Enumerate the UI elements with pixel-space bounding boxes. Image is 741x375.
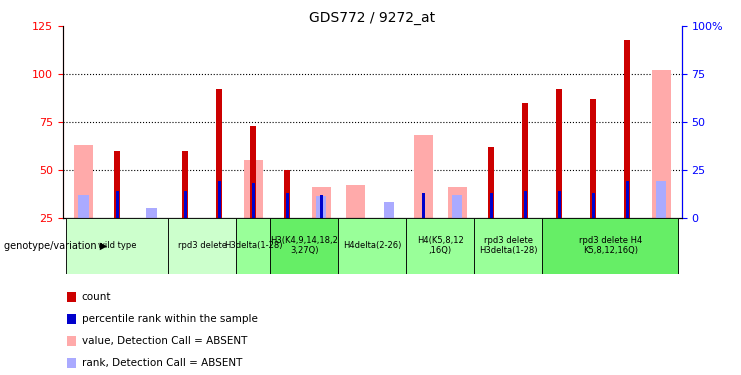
Bar: [522, 103, 528, 218]
Bar: [508, 217, 542, 274]
Bar: [316, 196, 327, 217]
Bar: [440, 217, 474, 274]
Bar: [558, 191, 561, 217]
Bar: [134, 217, 168, 274]
Bar: [645, 217, 678, 274]
Text: H3delta(1-28): H3delta(1-28): [224, 241, 282, 250]
Bar: [67, 217, 100, 274]
Bar: [270, 217, 305, 274]
Bar: [146, 208, 156, 218]
Bar: [474, 217, 508, 274]
Text: value, Detection Call = ABSENT: value, Detection Call = ABSENT: [82, 336, 247, 346]
Bar: [67, 292, 76, 302]
Bar: [285, 170, 290, 217]
Bar: [652, 70, 671, 217]
Bar: [168, 217, 202, 274]
Bar: [184, 191, 187, 217]
Bar: [339, 217, 372, 274]
Title: GDS772 / 9272_at: GDS772 / 9272_at: [309, 11, 436, 25]
Bar: [372, 217, 406, 274]
Bar: [319, 195, 323, 217]
Text: percentile rank within the sample: percentile rank within the sample: [82, 314, 257, 324]
Bar: [244, 160, 263, 218]
Bar: [236, 217, 270, 274]
Text: rpd3 delete: rpd3 delete: [178, 241, 227, 250]
Bar: [625, 181, 629, 218]
Bar: [488, 147, 494, 218]
Bar: [312, 187, 330, 218]
Bar: [422, 193, 425, 217]
Text: wild type: wild type: [98, 241, 136, 250]
Bar: [67, 358, 76, 368]
Bar: [474, 217, 542, 274]
Bar: [406, 217, 474, 274]
Bar: [556, 89, 562, 218]
Bar: [202, 217, 236, 274]
Bar: [236, 217, 270, 274]
Bar: [168, 217, 236, 274]
Bar: [406, 217, 440, 274]
Bar: [385, 202, 394, 217]
Bar: [611, 217, 645, 274]
Text: rank, Detection Call = ABSENT: rank, Detection Call = ABSENT: [82, 358, 242, 368]
Bar: [270, 217, 339, 274]
Bar: [218, 181, 221, 218]
Text: H3(K4,9,14,18,2
3,27Q): H3(K4,9,14,18,2 3,27Q): [270, 236, 339, 255]
Text: H4(K5,8,12
,16Q): H4(K5,8,12 ,16Q): [417, 236, 464, 255]
Bar: [114, 150, 121, 217]
Text: rpd3 delete H4
K5,8,12,16Q): rpd3 delete H4 K5,8,12,16Q): [579, 236, 642, 255]
Bar: [524, 191, 527, 217]
Bar: [67, 314, 76, 324]
Bar: [182, 150, 188, 217]
Text: count: count: [82, 292, 111, 302]
Bar: [576, 217, 611, 274]
Bar: [591, 193, 595, 217]
Bar: [346, 185, 365, 218]
Bar: [490, 193, 493, 217]
Text: H4delta(2-26): H4delta(2-26): [343, 241, 402, 250]
Text: rpd3 delete
H3delta(1-28): rpd3 delete H3delta(1-28): [479, 236, 537, 255]
Bar: [657, 181, 666, 218]
Bar: [542, 217, 678, 274]
Bar: [67, 217, 168, 274]
Bar: [252, 183, 255, 218]
Bar: [67, 336, 76, 346]
Bar: [116, 191, 119, 217]
Bar: [414, 135, 433, 218]
Bar: [79, 195, 88, 217]
Bar: [100, 217, 134, 274]
Bar: [305, 217, 339, 274]
Bar: [250, 126, 256, 218]
Bar: [624, 40, 631, 218]
Bar: [74, 145, 93, 218]
Bar: [452, 195, 462, 217]
Bar: [542, 217, 576, 274]
Bar: [339, 217, 406, 274]
Bar: [286, 193, 289, 217]
Bar: [216, 89, 222, 218]
Bar: [448, 187, 467, 218]
Bar: [591, 99, 597, 218]
Text: genotype/variation ▶: genotype/variation ▶: [4, 241, 107, 250]
